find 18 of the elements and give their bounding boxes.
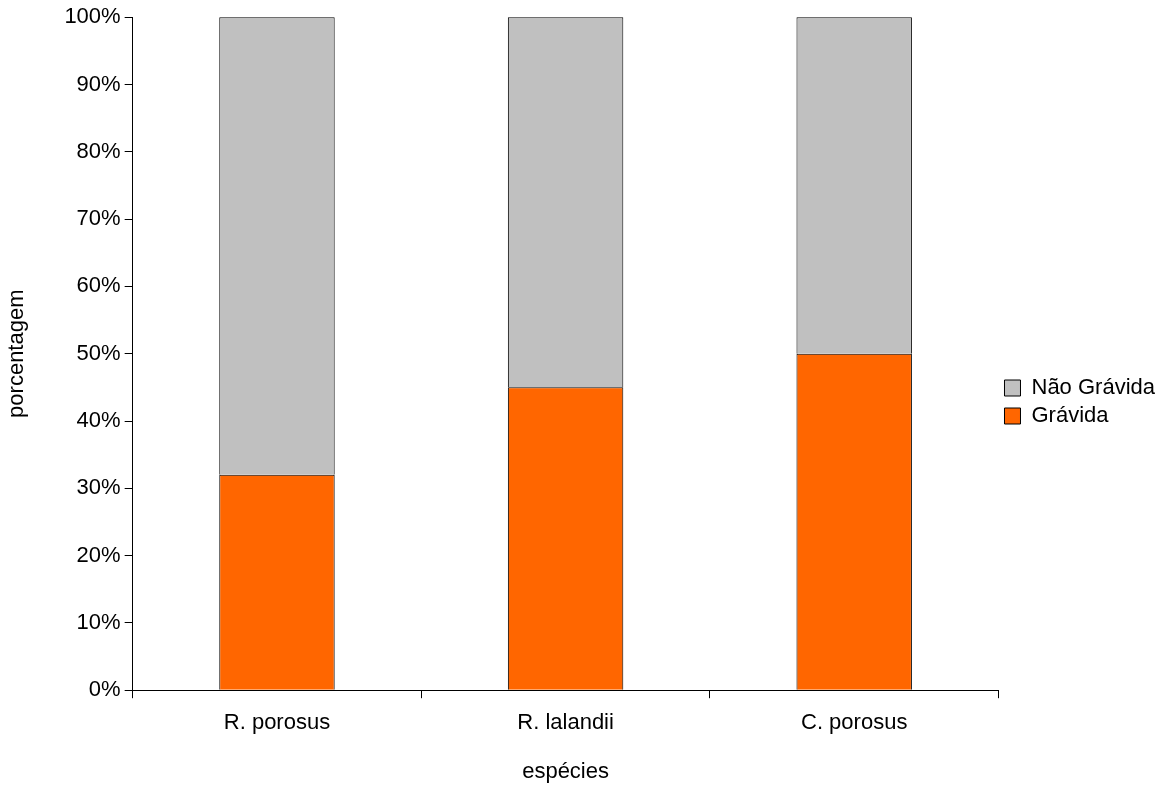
y-tick-label: 0% [88,676,121,702]
x-axis-title: espécies [522,757,609,783]
x-tick-label: C. porosus [801,709,908,735]
y-tick-label: 50% [76,339,121,365]
y-tick-label: 20% [76,541,121,567]
y-tick-label: 10% [76,608,121,634]
y-axis-title: porcentagem [3,289,29,418]
y-tick-label: 80% [76,137,121,163]
y-tick-label: 40% [76,407,121,433]
legend-label: Grávida [1031,402,1110,428]
y-tick-label: 60% [76,272,121,298]
legend-label: Não Grávida [1031,374,1156,400]
y-tick-label: 90% [76,70,121,96]
y-tick-label: 100% [64,3,121,29]
x-tick-label: R. porosus [223,709,331,735]
x-tick-label: R. lalandii [517,709,614,735]
y-tick-label: 30% [76,474,121,500]
y-tick-label: 70% [76,205,121,231]
